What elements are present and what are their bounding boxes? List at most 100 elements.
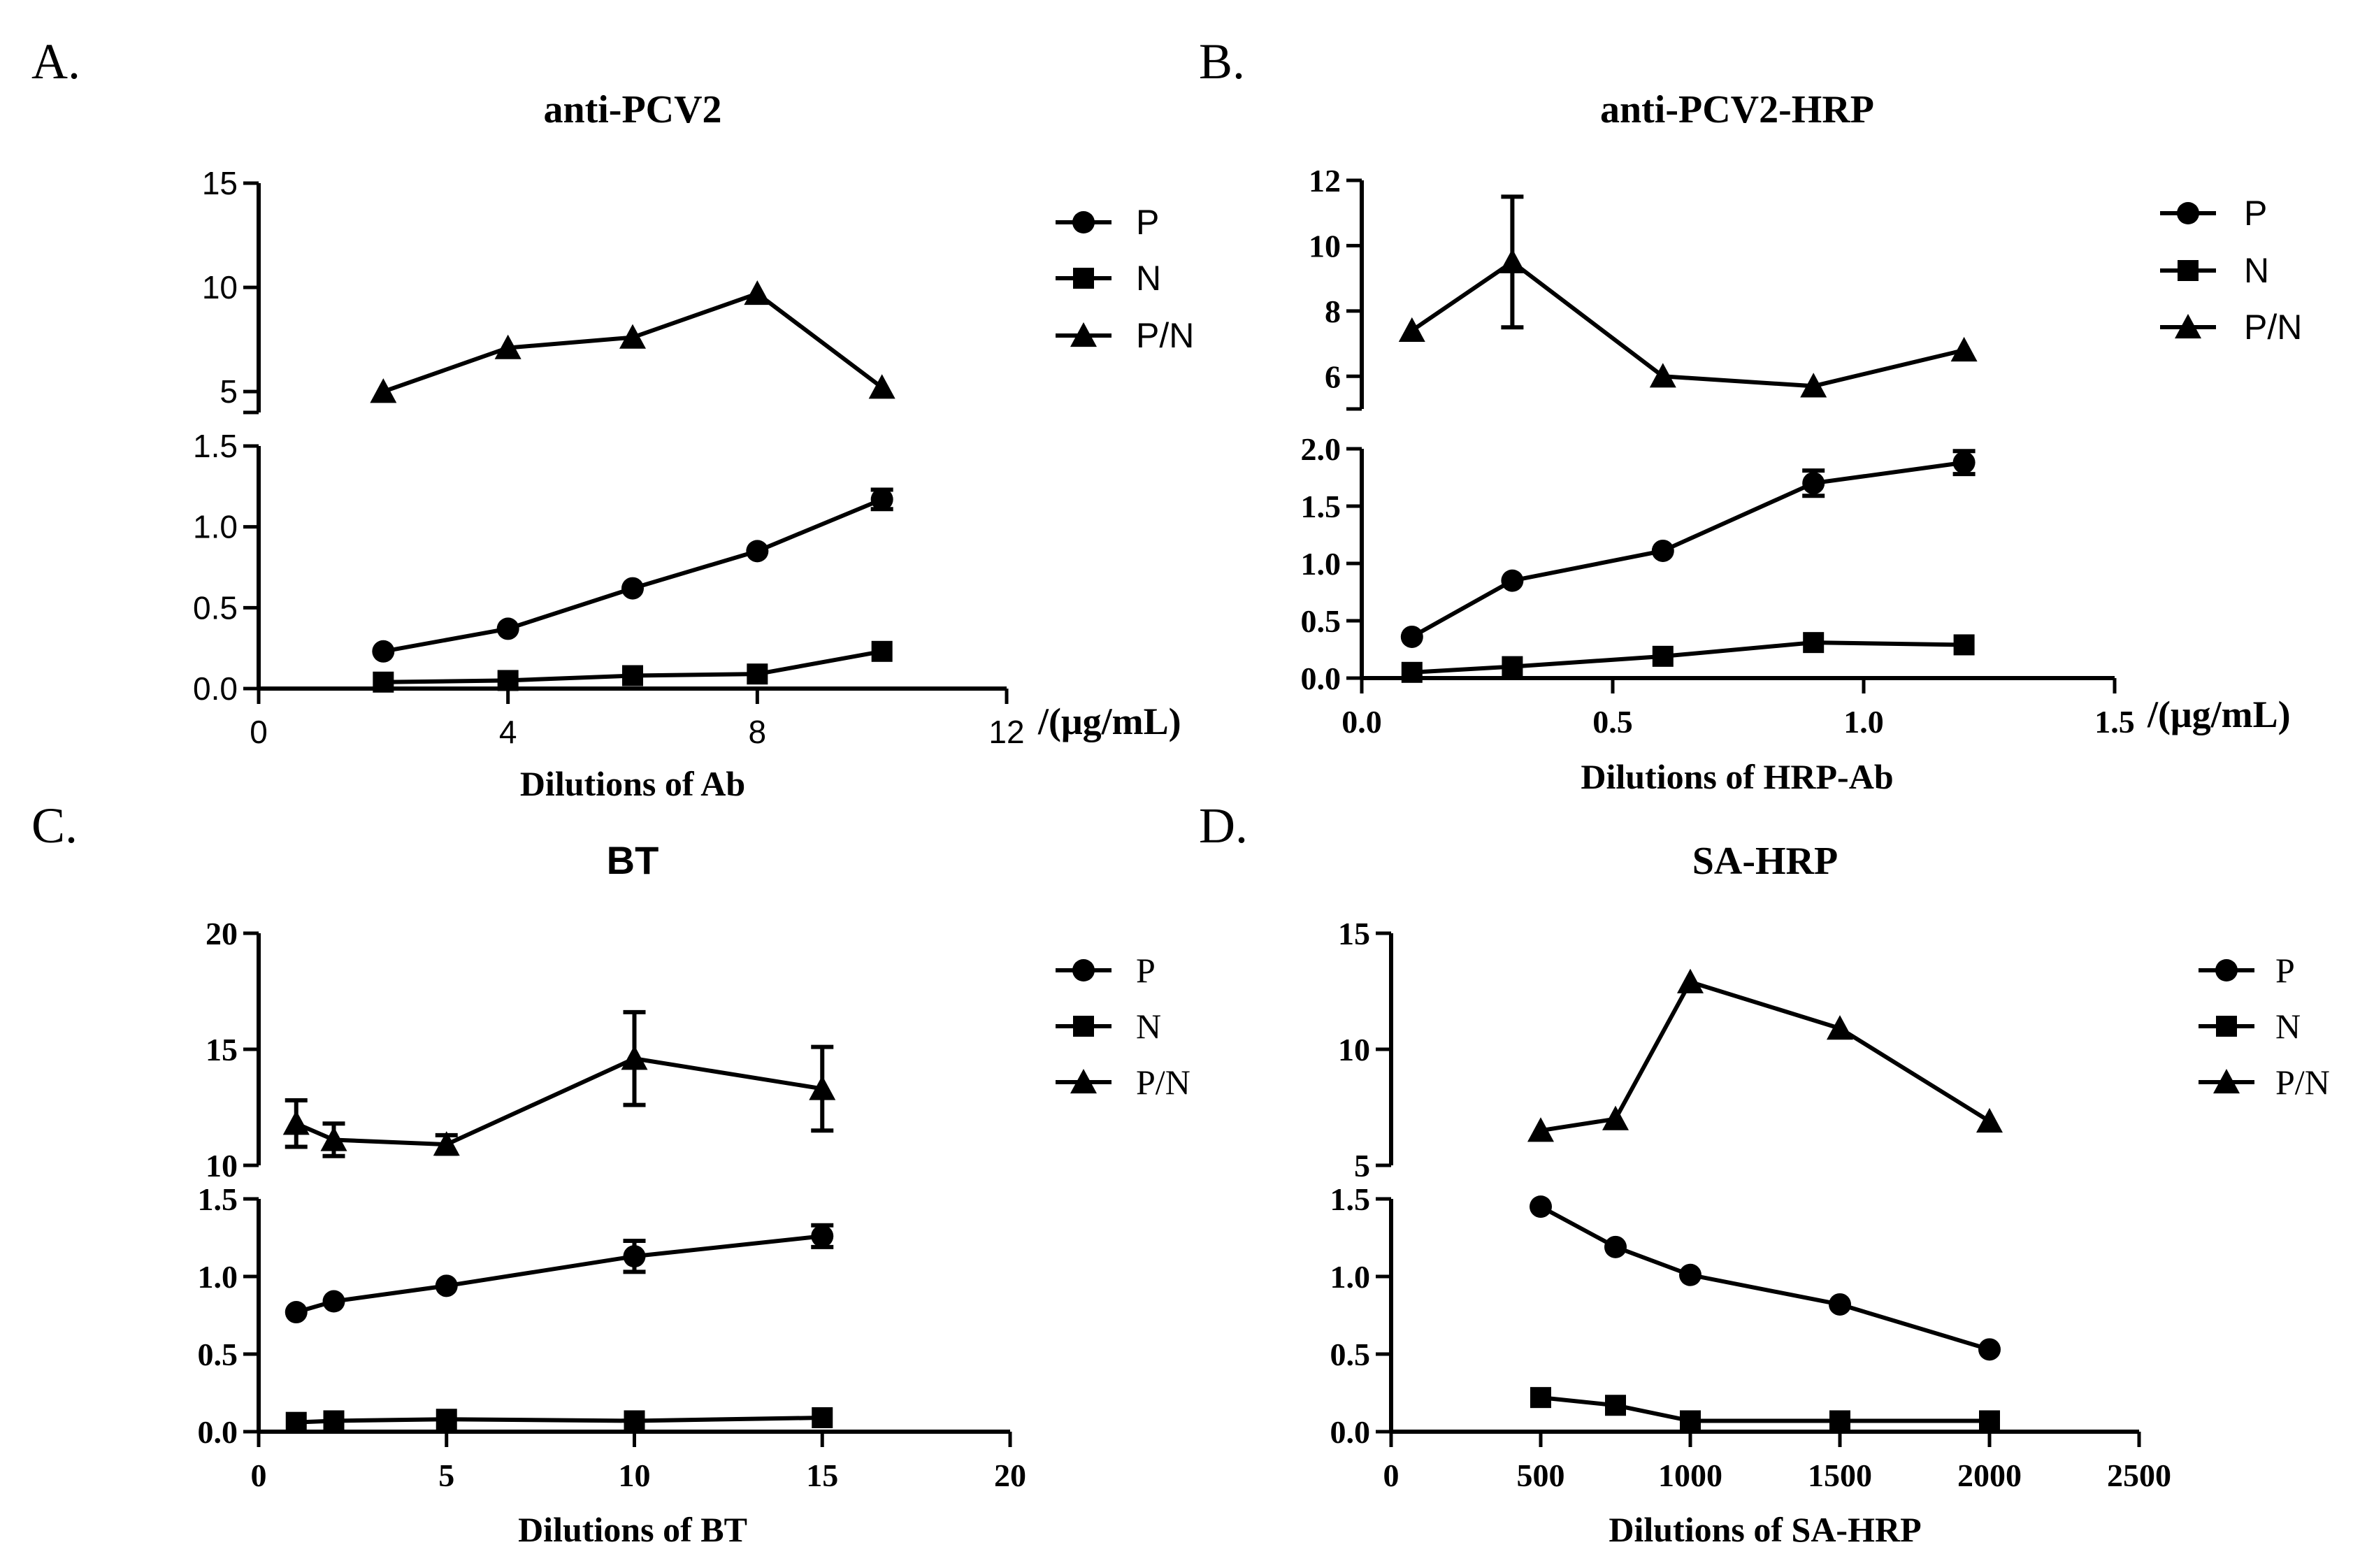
x-tick-label: 500 [1517, 1458, 1565, 1493]
x-tick-label: 0.0 [1341, 704, 1382, 740]
upper-y-tick-label: 15 [202, 165, 238, 201]
upper-y-tick-label: 10 [202, 269, 238, 305]
x-axis-title: Dilutions of SA-HRP [1609, 1510, 1921, 1549]
legend-label: P [2244, 194, 2267, 233]
series-n [373, 640, 893, 693]
x-tick-label: 1000 [1658, 1458, 1722, 1493]
data-point [744, 280, 771, 305]
x-tick-label: 20 [994, 1458, 1026, 1493]
data-point [623, 1245, 646, 1268]
legend-label: P/N [2275, 1063, 2330, 1102]
lower-y-tick-label: 0.0 [193, 670, 238, 707]
chart-title: anti-PCV2-HRP [1600, 88, 1874, 131]
lower-y-tick-label: 0.0 [1330, 1414, 1371, 1450]
legend-marker [1073, 268, 1094, 289]
data-point [1952, 451, 1976, 474]
series-line [1411, 259, 1965, 389]
x-tick-label: 15 [806, 1458, 838, 1493]
legend-marker [2216, 1016, 2237, 1037]
series-n [1530, 1387, 2000, 1432]
legend: PN P/N [1056, 951, 1190, 1102]
legend-label: P [1136, 951, 1156, 990]
lower-y-tick-label: 1.0 [1301, 546, 1341, 582]
data-point [373, 671, 394, 693]
series-line [382, 497, 883, 654]
upper-y-tick-label: 5 [1354, 1148, 1370, 1184]
data-point [494, 334, 521, 359]
data-point [747, 663, 768, 685]
x-tick-label: 12 [988, 714, 1024, 750]
data-point [1502, 656, 1523, 677]
series-line [1411, 460, 1965, 639]
legend-marker [1073, 1016, 1094, 1037]
upper-y-tick-label: 10 [206, 1148, 238, 1184]
legend-marker [1070, 322, 1097, 347]
data-point [1401, 661, 1423, 683]
data-point [285, 1301, 308, 1324]
lower-y-tick-label: 0.5 [198, 1337, 238, 1372]
data-point [868, 374, 895, 399]
panel-letter: D. [1199, 798, 1248, 854]
upper-y-tick-label: 10 [1309, 228, 1341, 264]
series-p [372, 487, 893, 663]
data-point [1803, 632, 1825, 654]
series-line [295, 1234, 823, 1314]
data-point [372, 640, 395, 663]
x-tick-label: 0.5 [1592, 704, 1633, 740]
chart-panel-1: A. anti-PCV2 5 10 15 0.0 0.5 1.0 1.5 0 4 8 12 Dilutio… [31, 34, 1194, 803]
legend-label: P/N [2244, 308, 2302, 347]
lower-y-tick-label: 1.5 [1301, 489, 1341, 524]
chart-panel-3: C. BT 10 15 20 0.0 0.5 1.0 1.5 0 5 10 15 20 Dilutions … [31, 798, 1190, 1549]
series-p [285, 1223, 834, 1324]
data-point [497, 670, 519, 691]
data-point [621, 577, 644, 600]
data-point [370, 378, 397, 403]
upper-y-tick-label: 12 [1309, 163, 1341, 199]
data-point [1802, 472, 1825, 495]
legend-label: N [1136, 1007, 1161, 1046]
legend-marker [1072, 211, 1095, 233]
data-point [624, 1410, 645, 1432]
data-point [1501, 569, 1524, 592]
lower-y-tick-label: 1.5 [1330, 1181, 1371, 1217]
chart-panel-4: D. SA-HRP 5 10 15 0.0 0.5 1.0 1.5 0 500 1000 1500 200… [1199, 798, 2330, 1549]
data-point [1652, 645, 1674, 667]
data-point [282, 1110, 310, 1135]
lower-y-tick-label: 1.5 [198, 1181, 238, 1217]
data-point [435, 1274, 458, 1297]
legend-marker [2178, 260, 2199, 281]
data-point [320, 1126, 347, 1151]
legend-marker [2213, 1069, 2240, 1094]
legend-label: P [1136, 203, 1159, 242]
data-point [1829, 1410, 1850, 1432]
data-point [1604, 1235, 1627, 1258]
data-point [1400, 625, 1423, 648]
legend-marker [2215, 959, 2238, 981]
legend: PN P/N [2199, 951, 2330, 1102]
legend: PN P/N [1056, 203, 1194, 355]
legend-label: N [2244, 251, 2269, 290]
data-point [1680, 1410, 1701, 1432]
data-point [1953, 634, 1975, 656]
lower-y-tick-label: 1.5 [193, 428, 238, 464]
data-point [1829, 1293, 1851, 1316]
lower-y-tick-label: 1.0 [1330, 1259, 1371, 1295]
data-point [1602, 1105, 1629, 1130]
data-point [812, 1407, 833, 1429]
lower-y-tick-label: 2.0 [1301, 431, 1341, 467]
x-axis-title: Dilutions of Ab [520, 764, 745, 803]
data-point [1679, 1263, 1701, 1286]
data-point [1677, 968, 1704, 993]
lower-y-tick-label: 1.0 [193, 509, 238, 545]
series-line [295, 1056, 823, 1147]
lower-y-tick-label: 0.5 [1330, 1337, 1371, 1372]
data-point [1950, 336, 1978, 362]
x-tick-label: 5 [438, 1458, 454, 1493]
legend-marker [1070, 1069, 1097, 1094]
series-p [1530, 1195, 2001, 1361]
x-tick-label: 4 [499, 714, 517, 750]
series-p-n [370, 280, 895, 403]
upper-y-tick-label: 5 [220, 373, 238, 410]
data-point [1530, 1195, 1552, 1218]
